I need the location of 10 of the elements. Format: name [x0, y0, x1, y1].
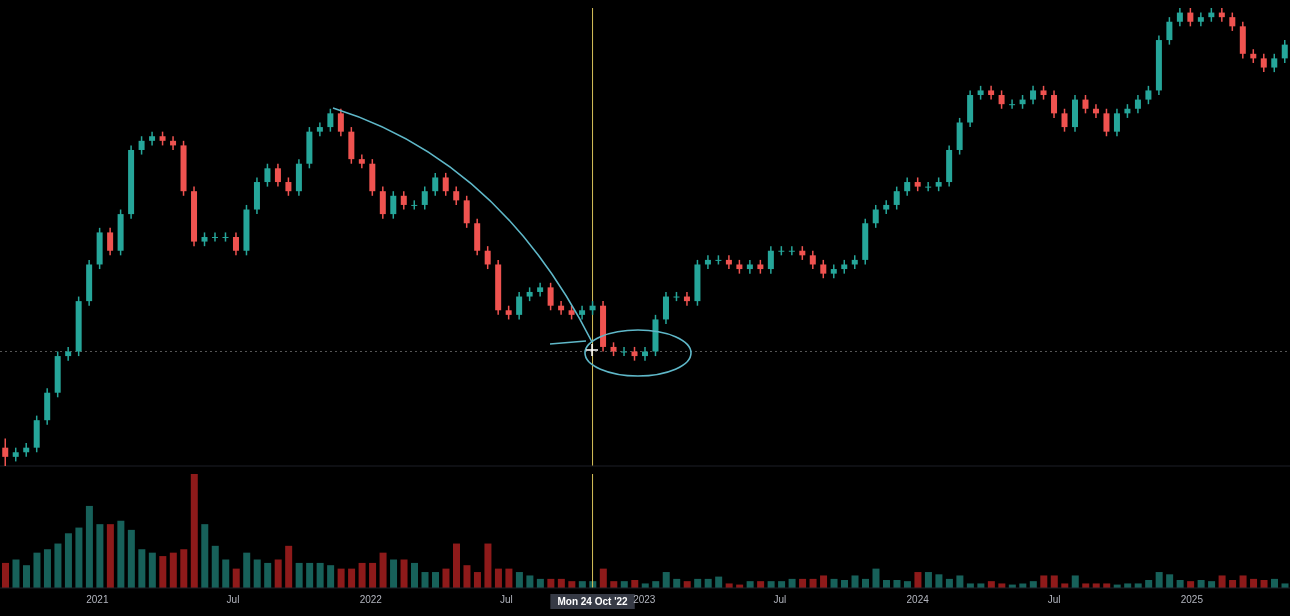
x-tick-label: 2025	[1180, 594, 1204, 606]
x-tick-label: 2024	[906, 594, 930, 606]
x-tick-label: Jul	[226, 594, 240, 606]
x-tick-label: Jul	[773, 594, 787, 606]
x-tick-label: Jul	[1047, 594, 1061, 606]
x-tick-label: 2022	[359, 594, 383, 606]
ref-line-label: Mon 24 Oct '22	[557, 596, 629, 607]
x-tick-label: 2023	[633, 594, 656, 606]
x-tick-label: 2021	[86, 594, 109, 606]
x-tick-label: Jul	[500, 594, 513, 606]
